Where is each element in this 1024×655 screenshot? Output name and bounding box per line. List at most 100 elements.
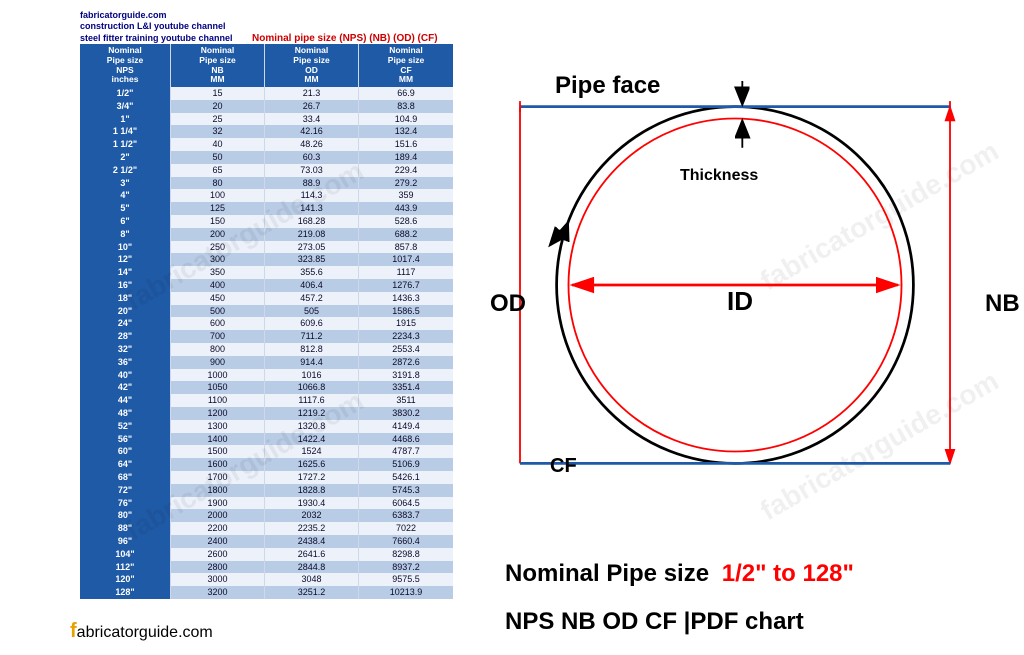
table-row: 56"14001422.44468.6	[80, 433, 453, 446]
logo-rest: abricatorguide.com	[77, 624, 213, 641]
table-cell: 2844.8	[265, 561, 359, 574]
label-id: ID	[727, 286, 753, 317]
table-cell: 1400	[171, 433, 265, 446]
table-cell: 1100	[171, 394, 265, 407]
table-cell: 42"	[80, 381, 171, 394]
table-row: 20"5005051586.5	[80, 305, 453, 318]
table-row: 76"19001930.46064.5	[80, 497, 453, 510]
table-cell: 250	[171, 241, 265, 254]
table-cell: 900	[171, 356, 265, 369]
table-cell: 609.6	[265, 317, 359, 330]
table-cell: 150	[171, 215, 265, 228]
table-row: 48"12001219.23830.2	[80, 407, 453, 420]
table-cell: 2872.6	[359, 356, 454, 369]
table-cell: 10213.9	[359, 586, 454, 599]
table-cell: 20"	[80, 305, 171, 318]
table-cell: 151.6	[359, 138, 454, 151]
table-cell: 3511	[359, 394, 454, 407]
table-cell: 4149.4	[359, 420, 454, 433]
table-cell: 32"	[80, 343, 171, 356]
table-row: 40"100010163191.8	[80, 369, 453, 382]
table-cell: 6064.5	[359, 497, 454, 510]
table-cell: 168.28	[265, 215, 359, 228]
table-cell: 6"	[80, 215, 171, 228]
table-cell: 141.3	[265, 202, 359, 215]
table-cell: 700	[171, 330, 265, 343]
table-cell: 132.4	[359, 125, 454, 138]
table-row: 1 1/4"3242.16132.4	[80, 125, 453, 138]
table-cell: 104"	[80, 548, 171, 561]
table-cell: 500	[171, 305, 265, 318]
table-cell: 2600	[171, 548, 265, 561]
table-cell: 44"	[80, 394, 171, 407]
table-row: 24"600609.61915	[80, 317, 453, 330]
table-cell: 857.8	[359, 241, 454, 254]
table-cell: 60"	[80, 445, 171, 458]
table-cell: 2234.3	[359, 330, 454, 343]
label-cf: CF	[550, 455, 577, 478]
table-row: 3/4"2026.783.8	[80, 100, 453, 113]
table-cell: 1600	[171, 458, 265, 471]
table-cell: 4"	[80, 189, 171, 202]
diagram-panel: fabricatorguide.com fabricatorguide.com …	[465, 0, 1024, 655]
table-cell: 1017.4	[359, 253, 454, 266]
table-cell: 80	[171, 177, 265, 190]
table-header: NominalPipe sizeCFMM	[359, 44, 454, 87]
caption-line1-black: Nominal Pipe size	[505, 560, 709, 587]
table-cell: 15	[171, 87, 265, 100]
table-title: Nominal pipe size (NPS) (NB) (OD) (CF)	[252, 33, 438, 44]
table-cell: 26.7	[265, 100, 359, 113]
table-cell: 688.2	[359, 228, 454, 241]
cf-arc	[557, 224, 574, 360]
table-cell: 76"	[80, 497, 171, 510]
table-cell: 400	[171, 279, 265, 292]
table-row: 36"900914.42872.6	[80, 356, 453, 369]
table-cell: 14"	[80, 266, 171, 279]
table-row: 18"450457.21436.3	[80, 292, 453, 305]
table-cell: 2553.4	[359, 343, 454, 356]
table-cell: 1586.5	[359, 305, 454, 318]
table-cell: 1000	[171, 369, 265, 382]
table-cell: 28"	[80, 330, 171, 343]
table-cell: 100	[171, 189, 265, 202]
table-row: 4"100114.3359	[80, 189, 453, 202]
table-cell: 350	[171, 266, 265, 279]
table-row: 3"8088.9279.2	[80, 177, 453, 190]
table-header: NominalPipe sizeODMM	[265, 44, 359, 87]
table-cell: 3830.2	[359, 407, 454, 420]
logo-f: f	[70, 620, 77, 642]
table-cell: 65	[171, 164, 265, 177]
table-cell: 1276.7	[359, 279, 454, 292]
table-cell: 800	[171, 343, 265, 356]
table-cell: 104.9	[359, 113, 454, 126]
table-cell: 52"	[80, 420, 171, 433]
pipe-size-table: NominalPipe sizeNPSinchesNominalPipe siz…	[80, 44, 453, 599]
table-cell: 2235.2	[265, 522, 359, 535]
table-cell: 1016	[265, 369, 359, 382]
table-row: 1"2533.4104.9	[80, 113, 453, 126]
table-cell: 450	[171, 292, 265, 305]
table-cell: 112"	[80, 561, 171, 574]
table-cell: 48.26	[265, 138, 359, 151]
table-cell: 1422.4	[265, 433, 359, 446]
table-cell: 1/2"	[80, 87, 171, 100]
table-cell: 457.2	[265, 292, 359, 305]
site-logo: fabricatorguide.com	[70, 620, 213, 643]
caption-line2: NPS NB OD CF |PDF chart	[505, 608, 804, 636]
table-row: 10"250273.05857.8	[80, 241, 453, 254]
table-header: NominalPipe sizeNBMM	[171, 44, 265, 87]
table-cell: 914.4	[265, 356, 359, 369]
table-row: 52"13001320.84149.4	[80, 420, 453, 433]
table-row: 5"125141.3443.9	[80, 202, 453, 215]
table-cell: 1700	[171, 471, 265, 484]
table-cell: 1625.6	[265, 458, 359, 471]
table-cell: 16"	[80, 279, 171, 292]
table-row: 96"24002438.47660.4	[80, 535, 453, 548]
table-header: NominalPipe sizeNPSinches	[80, 44, 171, 87]
table-row: 104"26002641.68298.8	[80, 548, 453, 561]
table-cell: 1320.8	[265, 420, 359, 433]
table-cell: 2641.6	[265, 548, 359, 561]
table-cell: 9575.5	[359, 573, 454, 586]
table-cell: 323.85	[265, 253, 359, 266]
table-cell: 359	[359, 189, 454, 202]
